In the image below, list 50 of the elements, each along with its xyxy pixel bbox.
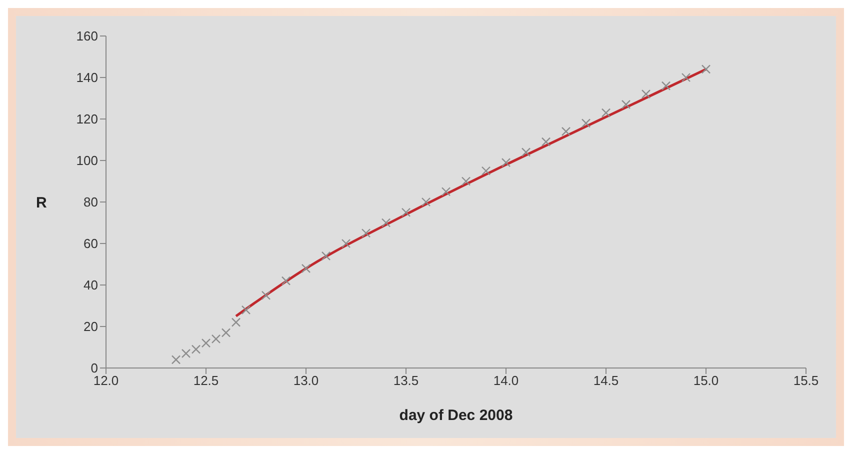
point <box>541 137 551 146</box>
point <box>661 81 671 90</box>
y-axis-title: R <box>36 194 47 212</box>
x-tick-label: 12.0 <box>93 373 119 388</box>
x-tick-label: 13.0 <box>293 373 319 388</box>
point <box>301 264 311 273</box>
point <box>401 208 411 217</box>
point <box>441 187 451 196</box>
point <box>701 64 711 74</box>
point <box>581 118 591 128</box>
point <box>561 126 571 136</box>
point <box>231 318 241 327</box>
point <box>521 148 531 157</box>
point <box>481 166 491 176</box>
point <box>321 251 331 261</box>
point <box>181 348 191 358</box>
y-tick-label: 40 <box>84 278 98 293</box>
y-tick-label: 20 <box>84 319 98 334</box>
point <box>361 228 371 238</box>
point <box>211 334 221 344</box>
x-tick-label: 15.0 <box>693 373 719 388</box>
point <box>171 355 181 364</box>
point <box>281 276 291 286</box>
point <box>681 72 691 82</box>
point <box>601 108 611 118</box>
point <box>241 305 251 314</box>
point <box>641 90 651 99</box>
x-axis-title: day of Dec 2008 <box>399 407 513 424</box>
x-tick-label: 12.5 <box>193 373 219 388</box>
point <box>421 197 431 207</box>
point <box>461 176 471 186</box>
y-tick-label: 160 <box>76 28 98 44</box>
point <box>221 328 231 338</box>
point <box>261 290 271 300</box>
x-tick-label: 15.5 <box>793 373 819 388</box>
point <box>501 158 511 168</box>
point <box>201 338 211 348</box>
x-tick-label: 14.5 <box>593 373 619 388</box>
y-tick-label: 60 <box>84 236 98 252</box>
point <box>191 344 201 354</box>
point <box>381 218 391 228</box>
x-tick-label: 14.0 <box>493 373 519 388</box>
point <box>341 238 351 248</box>
x-tick-label: 13.5 <box>393 373 419 388</box>
y-tick-label: 80 <box>84 194 98 210</box>
point <box>621 100 631 110</box>
y-tick-label: 0 <box>90 360 98 376</box>
y-tick-label: 100 <box>76 153 98 168</box>
y-tick-label: 140 <box>76 70 98 86</box>
y-tick-label: 120 <box>76 112 98 127</box>
